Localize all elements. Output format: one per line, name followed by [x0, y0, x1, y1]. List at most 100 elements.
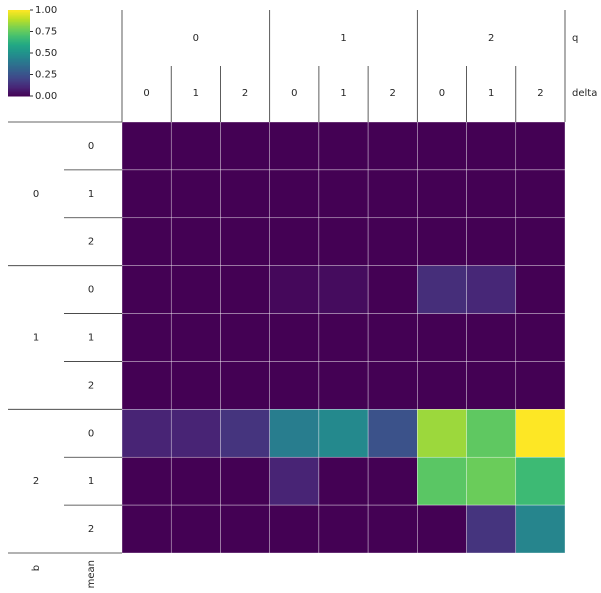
x-tick-label: 2: [242, 88, 248, 99]
heatmap-cell: [367, 361, 418, 410]
heatmap-cell: [269, 169, 320, 219]
colorbar-segment: [8, 44, 30, 47]
heatmap-cell: [318, 313, 369, 362]
heatmap-cell: [170, 504, 221, 554]
heatmap-cell: [466, 121, 517, 171]
colorbar-tick-label: 0.00: [35, 91, 57, 102]
x-tick-label: 0: [291, 88, 297, 99]
heatmap-cell: [466, 361, 517, 410]
y-tick-label: 0: [88, 141, 94, 152]
heatmap-cell: [417, 456, 467, 506]
heatmap-cell: [318, 265, 369, 314]
colorbar-segment: [8, 75, 30, 78]
colorbar-segment: [8, 53, 30, 55]
x-group-label: 0: [193, 33, 199, 44]
heatmap-cell: [417, 217, 467, 266]
heatmap-cell: [367, 504, 418, 554]
heatmap-cell: [417, 361, 467, 410]
colorbar-segment: [8, 61, 30, 64]
colorbar-segment: [8, 78, 30, 81]
x-tick-label: 1: [193, 88, 199, 99]
y-tick-label: 2: [88, 237, 94, 248]
colorbar-segment: [8, 24, 30, 27]
colorbar-segment: [8, 22, 30, 25]
y-tick-label: 1: [88, 476, 94, 487]
heatmap-cell: [269, 217, 320, 266]
heatmap-cell: [367, 265, 418, 314]
colorbar-segment: [8, 70, 30, 73]
colorbar-segment: [8, 48, 30, 51]
heatmap-cell: [220, 504, 270, 554]
colorbar-segment: [8, 77, 30, 80]
heatmap-cell: [318, 217, 369, 266]
colorbar-segment: [8, 73, 30, 75]
heatmap-cell: [367, 169, 418, 219]
heatmap-cell: [220, 265, 270, 314]
colorbar-segment: [8, 10, 30, 12]
x-tick-label: 0: [143, 88, 149, 99]
heatmap-cell: [417, 169, 467, 219]
colorbar-segment: [8, 93, 30, 96]
colorbar-segment: [8, 11, 30, 14]
colorbar-tick-label: 0.75: [35, 27, 57, 38]
colorbar-segment: [8, 55, 30, 58]
heatmap-cell: [515, 456, 566, 506]
colorbar-segment: [8, 80, 30, 83]
heatmap-cell: [121, 504, 172, 554]
colorbar-segment: [8, 45, 30, 48]
x-group-label: 1: [340, 33, 346, 44]
x-group-label: 2: [488, 33, 494, 44]
colorbar-segment: [8, 31, 30, 34]
heatmap-cell: [515, 169, 566, 219]
y-tick-label: 2: [88, 380, 94, 391]
heatmap-cell: [417, 313, 467, 362]
heatmap-cell: [170, 361, 221, 410]
colorbar-segment: [8, 18, 30, 21]
heatmap-cell: [318, 456, 369, 506]
y-group-label: 1: [33, 333, 39, 344]
heatmap-cell: [367, 456, 418, 506]
heatmap-cell: [269, 361, 320, 410]
colorbar-segment: [8, 57, 30, 60]
colorbar-segment: [8, 38, 30, 41]
colorbar-segment: [8, 65, 30, 68]
heatmap-cell: [170, 169, 221, 219]
heatmap-cell: [367, 217, 418, 266]
heatmap-cell: [269, 121, 320, 171]
colorbar-segment: [8, 64, 30, 67]
heatmap-cell: [269, 313, 320, 362]
x-tick-label: 1: [488, 88, 494, 99]
y-group-label: 0: [33, 189, 39, 200]
colorbar-segment: [8, 50, 30, 53]
colorbar-segment: [8, 68, 30, 71]
heatmap-cell: [417, 409, 467, 458]
x-tick-label: 0: [439, 88, 445, 99]
y-group-label: 2: [33, 476, 39, 487]
heatmap-cell: [367, 313, 418, 362]
heatmap-cell: [220, 361, 270, 410]
heatmap-cell: [515, 121, 566, 171]
y-level-name: mean: [86, 560, 97, 588]
heatmap-cell: [466, 217, 517, 266]
heatmap-cell: [515, 504, 566, 554]
heatmap-cell: [121, 409, 172, 458]
heatmap-cell: [121, 121, 172, 171]
colorbar-segment: [8, 84, 30, 87]
colorbar-tick-label: 0.25: [35, 70, 57, 81]
heatmap-cell: [170, 313, 221, 362]
heatmap-cell: [220, 121, 270, 171]
colorbar-segment: [8, 34, 30, 37]
heatmap-cell: [466, 313, 517, 362]
heatmap-cell: [220, 169, 270, 219]
colorbar-segment: [8, 67, 30, 70]
heatmap-cell: [269, 456, 320, 506]
colorbar-segment: [8, 90, 30, 93]
colorbar-segment: [8, 30, 30, 32]
heatmap-cell: [367, 121, 418, 171]
heatmap-cell: [466, 265, 517, 314]
colorbar-segment: [8, 63, 30, 65]
x-level-name: q: [572, 33, 578, 44]
colorbar-segment: [8, 32, 30, 35]
colorbar-segment: [8, 74, 30, 77]
